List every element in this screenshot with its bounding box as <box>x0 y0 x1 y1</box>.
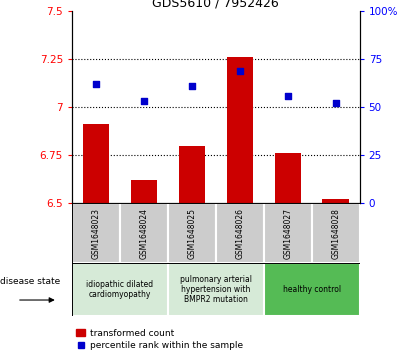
Bar <box>168 263 264 316</box>
Text: idiopathic dilated
cardiomyopathy: idiopathic dilated cardiomyopathy <box>86 280 153 299</box>
Bar <box>120 203 168 263</box>
Bar <box>264 263 360 316</box>
Bar <box>72 263 168 316</box>
Bar <box>72 203 120 263</box>
Text: healthy control: healthy control <box>283 285 341 294</box>
Bar <box>179 146 205 203</box>
Bar <box>83 125 109 203</box>
Point <box>236 68 243 73</box>
Text: disease state: disease state <box>0 277 61 286</box>
Point <box>141 98 147 104</box>
Legend: transformed count, percentile rank within the sample: transformed count, percentile rank withi… <box>76 329 243 350</box>
Bar <box>275 153 301 203</box>
Point <box>189 83 195 89</box>
Text: GSM1648025: GSM1648025 <box>187 208 196 259</box>
Text: GSM1648026: GSM1648026 <box>235 208 244 259</box>
Bar <box>168 203 216 263</box>
Point <box>92 81 99 87</box>
Text: GSM1648028: GSM1648028 <box>331 208 340 259</box>
Bar <box>216 203 264 263</box>
Bar <box>226 57 253 203</box>
Bar <box>323 199 349 203</box>
Title: GDS5610 / 7952426: GDS5610 / 7952426 <box>152 0 279 10</box>
Text: GSM1648023: GSM1648023 <box>91 208 100 259</box>
Text: pulmonary arterial
hypertension with
BMPR2 mutation: pulmonary arterial hypertension with BMP… <box>180 274 252 305</box>
Point <box>332 100 339 106</box>
Point <box>284 93 291 98</box>
Bar <box>131 180 157 203</box>
Text: GSM1648024: GSM1648024 <box>139 208 148 259</box>
Text: GSM1648027: GSM1648027 <box>283 208 292 259</box>
Bar <box>312 203 360 263</box>
Bar <box>264 203 312 263</box>
